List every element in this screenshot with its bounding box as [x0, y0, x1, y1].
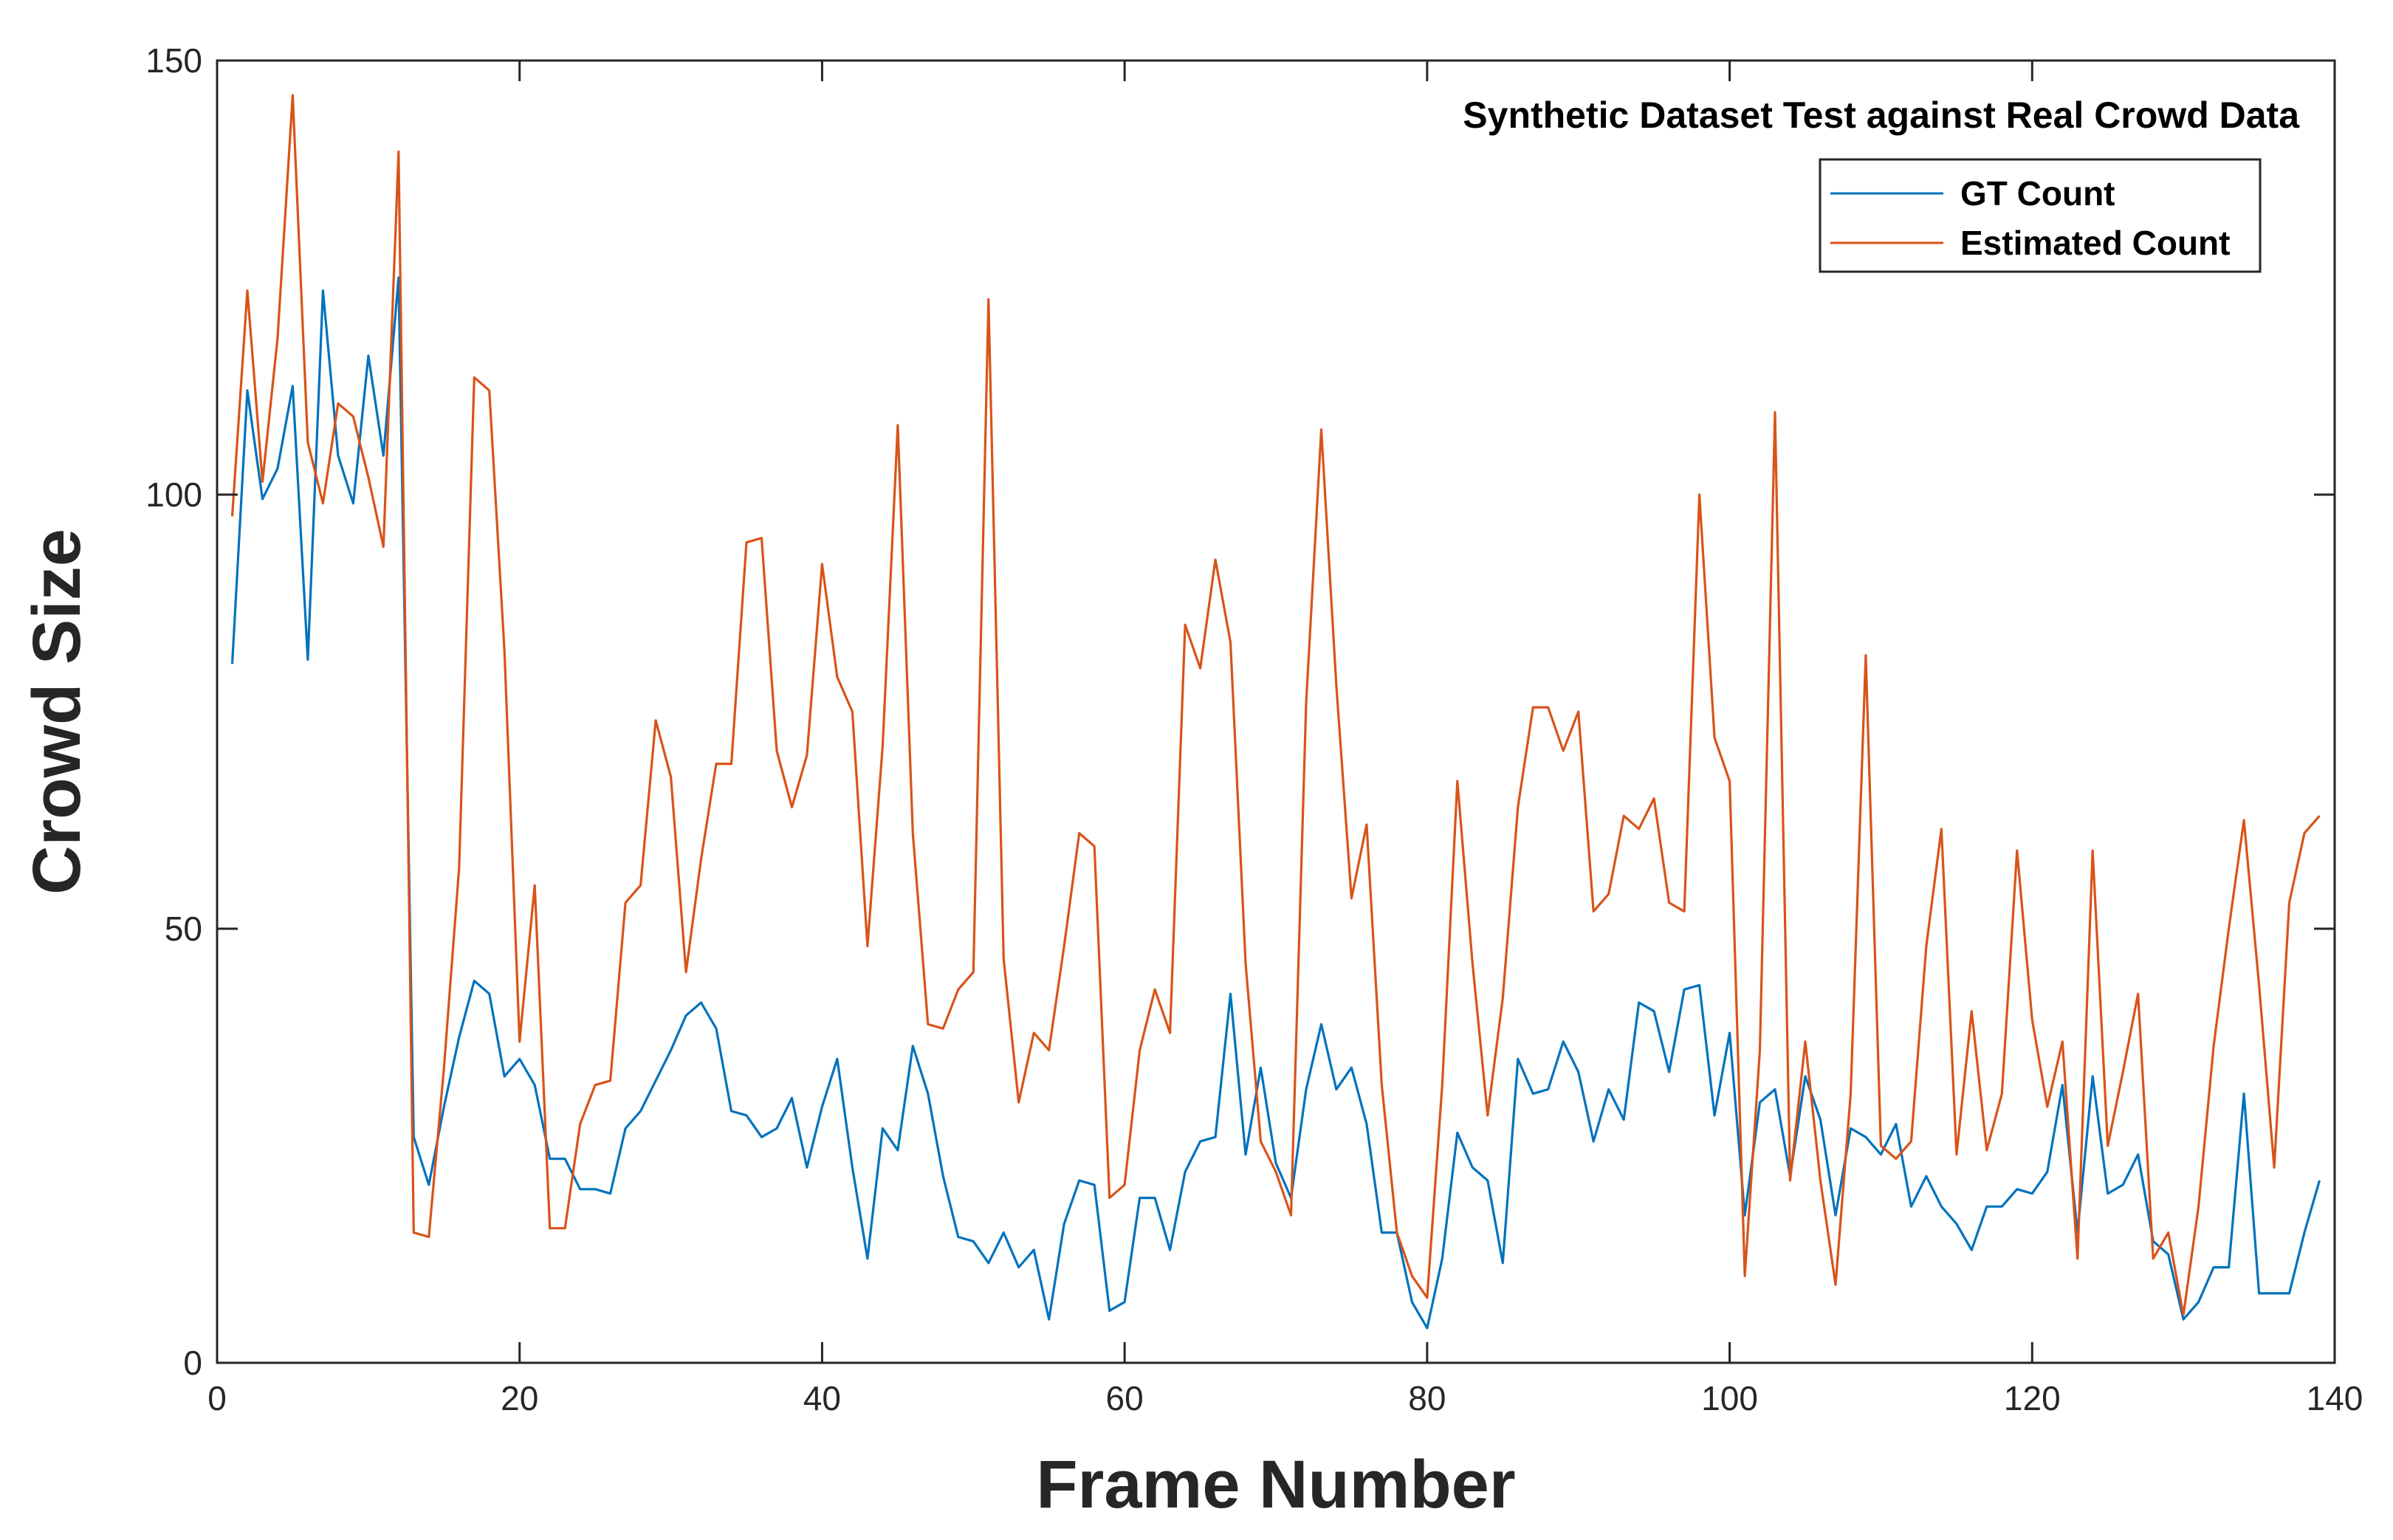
legend-box [1819, 158, 2262, 273]
x-tick-label: 20 [501, 1379, 538, 1417]
chart-title: Synthetic Dataset Test against Real Crow… [1463, 94, 2300, 136]
series-line-gt-count [230, 276, 2321, 1330]
x-tick-label: 100 [1701, 1379, 1758, 1417]
y-tick-label: 100 [145, 475, 202, 514]
legend-label-estimated-count: Estimated Count [1960, 224, 2230, 262]
x-axis-label: Frame Number [1036, 1447, 1515, 1522]
y-tick-label: 50 [165, 910, 202, 948]
legend-label-gt-count: GT Count [1960, 174, 2115, 213]
x-tick-label: 40 [803, 1379, 841, 1417]
x-tick-label: 0 [207, 1379, 227, 1417]
plot-area [217, 61, 2335, 1363]
x-tick-label: 140 [2307, 1379, 2363, 1417]
x-tick-label: 80 [1408, 1379, 1446, 1417]
x-tick-label: 120 [2004, 1379, 2061, 1417]
x-axis-ticks: 0 20 40 60 80 100 120 140 [207, 61, 2363, 1417]
x-tick-label: 60 [1106, 1379, 1144, 1417]
y-axis-label: Crowd Size [19, 529, 95, 895]
y-axis-ticks: 0 50 100 150 [145, 41, 2335, 1382]
y-tick-label: 150 [145, 41, 202, 80]
series-line-estimated-count [230, 94, 2321, 1316]
legend: GT Count Estimated Count [1819, 158, 2262, 273]
plot-frame [216, 59, 2336, 1364]
series-layer [230, 94, 2321, 1330]
y-tick-label: 0 [183, 1344, 202, 1382]
